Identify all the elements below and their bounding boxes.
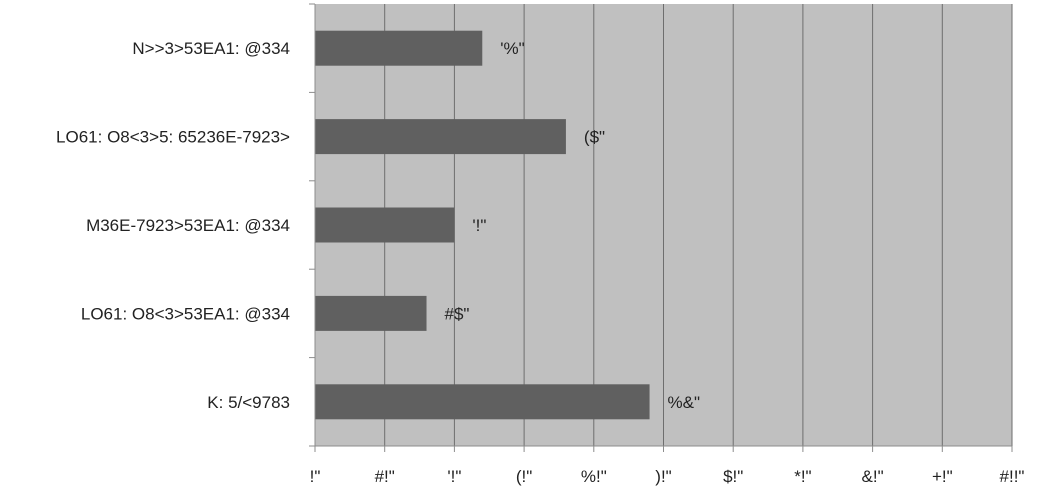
bar xyxy=(315,30,483,66)
bar xyxy=(315,207,455,243)
category-label: LO61: O8<3>53EA1: @334 xyxy=(81,304,290,323)
data-label: #$" xyxy=(445,304,470,323)
x-tick-label: *!" xyxy=(794,467,811,486)
bar xyxy=(315,119,566,155)
category-label: K: 5/<9783 xyxy=(207,393,290,412)
bar xyxy=(315,384,650,420)
x-tick-label: (!" xyxy=(516,467,532,486)
data-label: '%" xyxy=(500,39,524,58)
bars xyxy=(315,30,650,420)
x-tick-label: )!" xyxy=(655,467,671,486)
x-tick-label: &!" xyxy=(862,467,884,486)
x-tick-label: %!" xyxy=(581,467,607,486)
x-tick-label: +!" xyxy=(932,467,953,486)
axes xyxy=(309,3,1013,452)
category-label: LO61: O8<3>5: 65236E-7923> xyxy=(56,128,290,147)
x-tick-label: #!" xyxy=(375,467,395,486)
labels: '%" N>>3>53EA1: @334 ($" LO61: O8<3>5: 6523… xyxy=(56,39,1024,486)
x-tick-label: !" xyxy=(310,467,321,486)
category-label: N>>3>53EA1: @334 xyxy=(132,39,290,58)
x-tick-label: #!!" xyxy=(1000,467,1025,486)
category-label: M36E-7923>53EA1: @334 xyxy=(86,216,290,235)
x-tick-label: '!" xyxy=(447,467,461,486)
data-label: %&" xyxy=(668,393,701,412)
data-label: '!" xyxy=(472,216,486,235)
bar xyxy=(315,295,427,331)
x-tick-label: $!" xyxy=(723,467,743,486)
data-label: ($" xyxy=(584,128,605,147)
